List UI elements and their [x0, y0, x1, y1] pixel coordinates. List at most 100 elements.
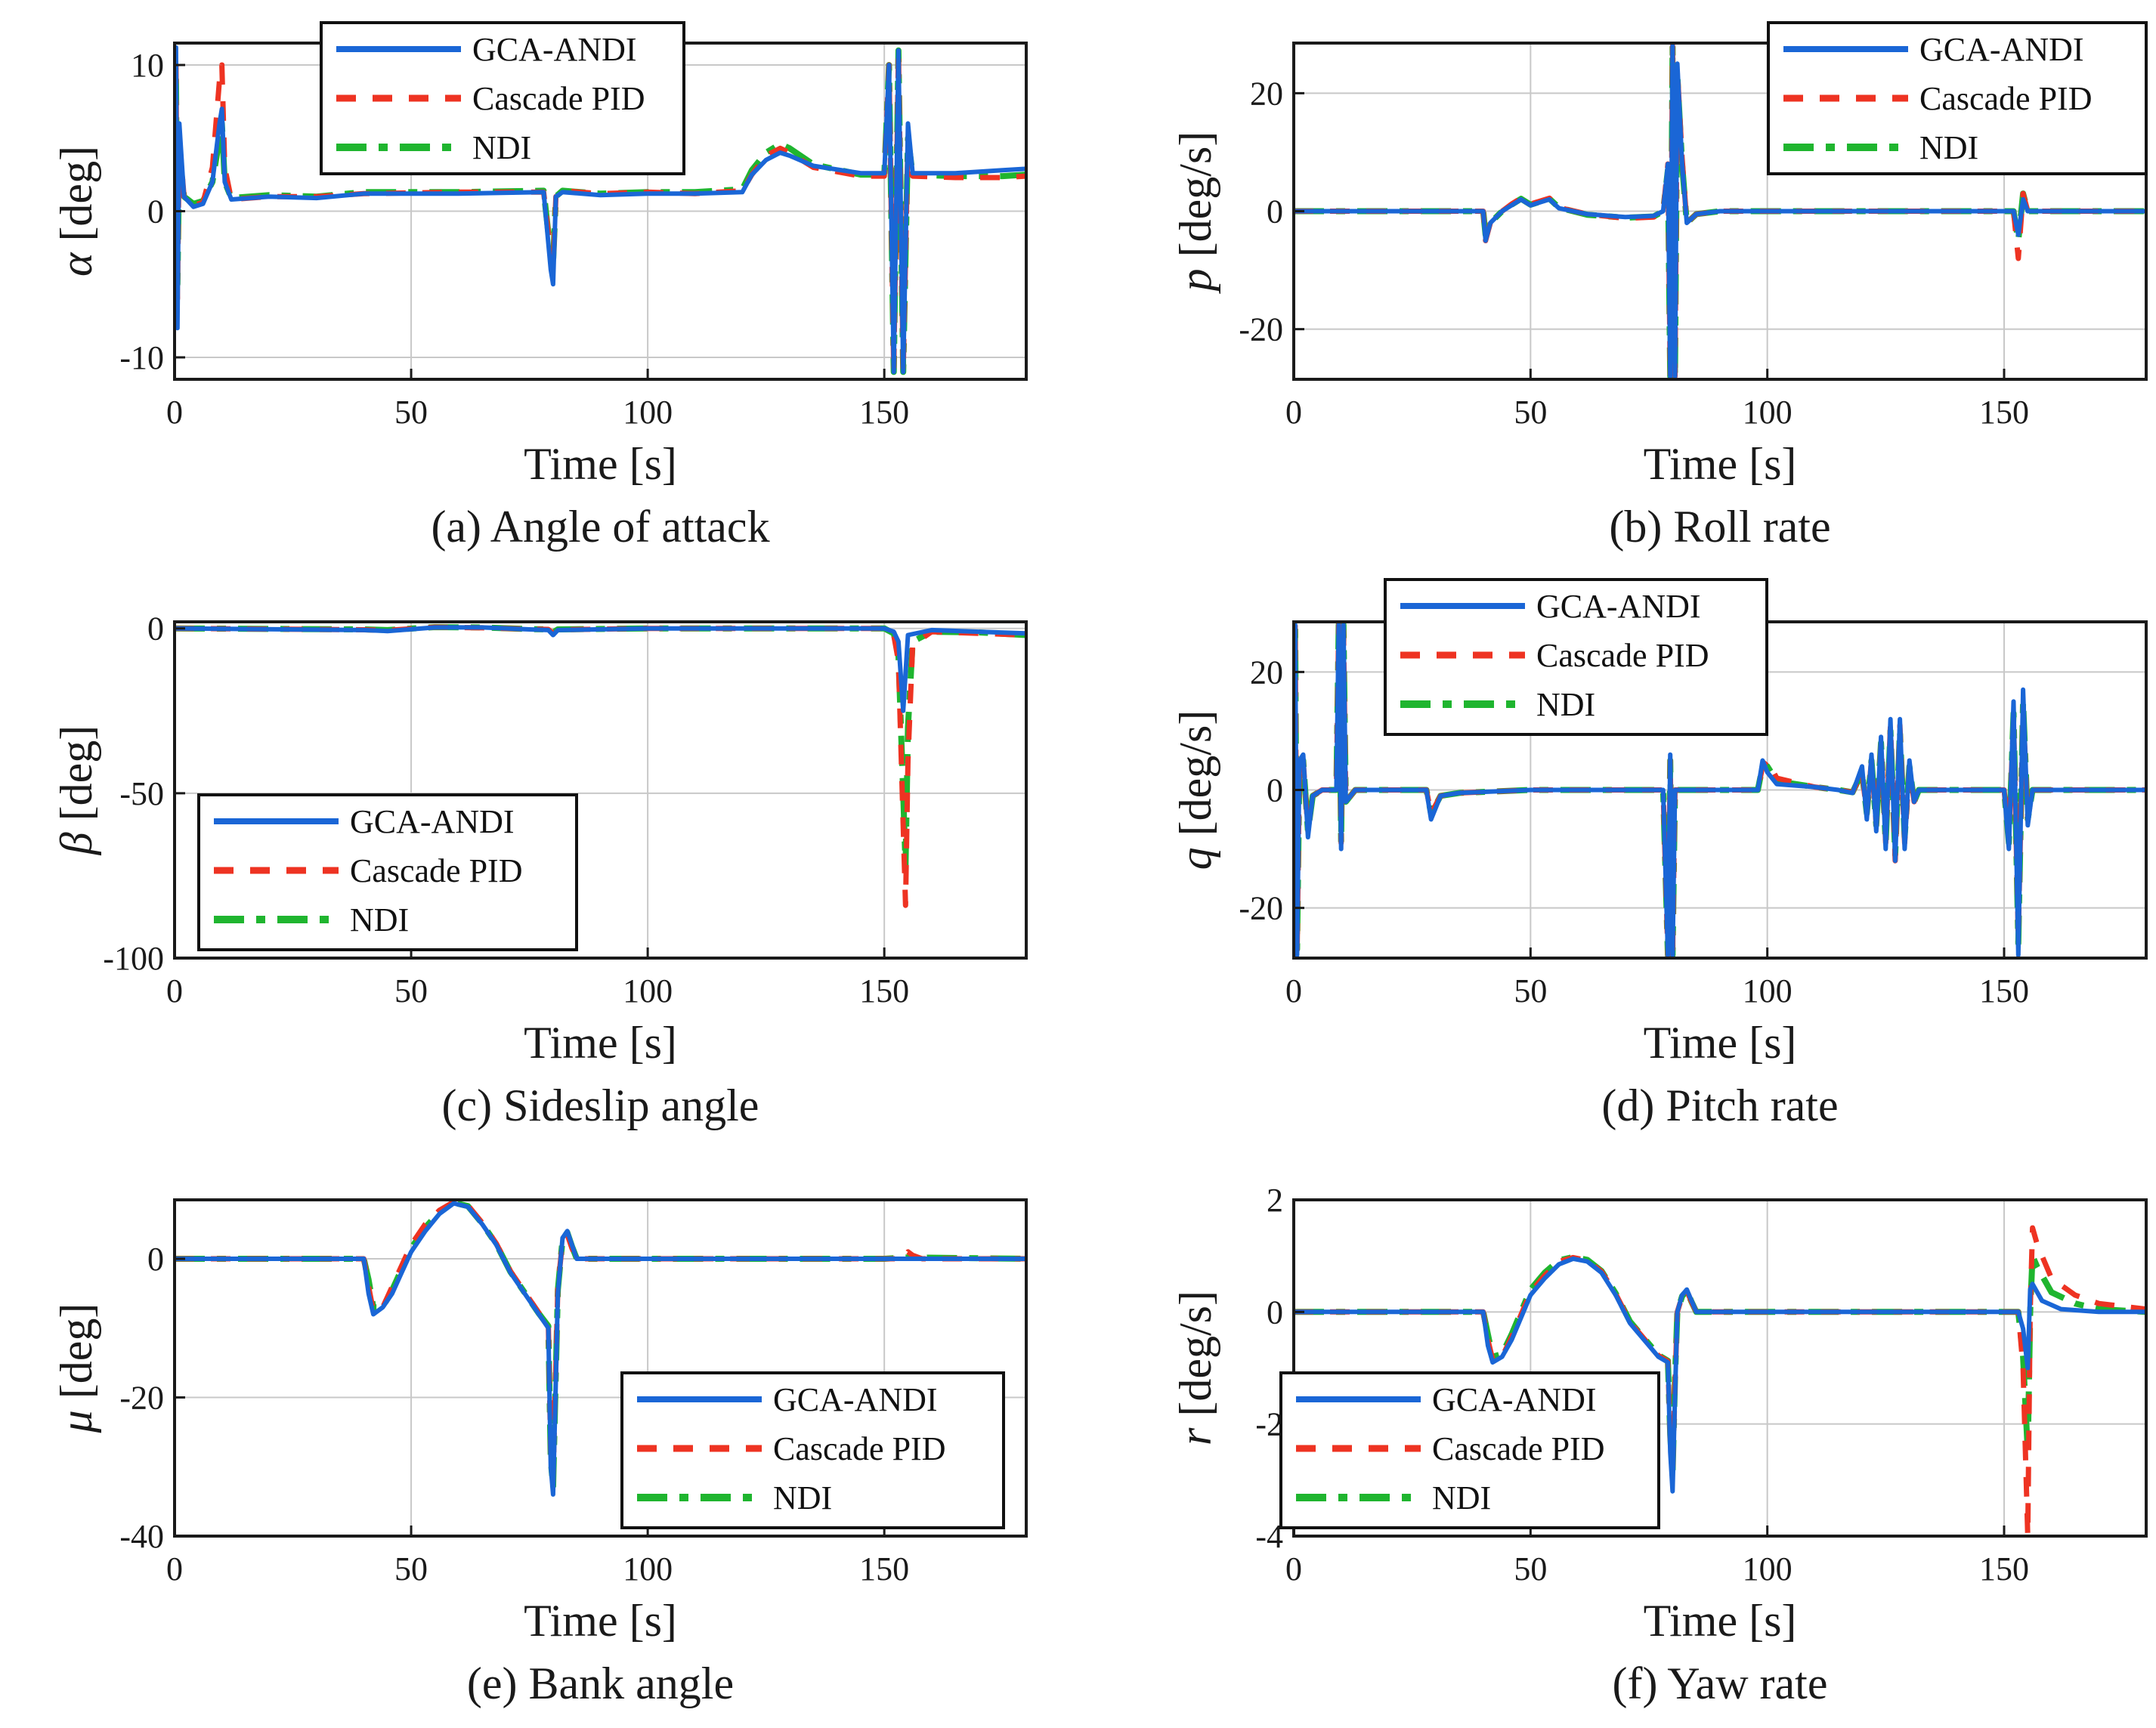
y-tick-label: -10	[119, 339, 164, 376]
legend-label-ndi: NDI	[773, 1479, 832, 1516]
y-tick-label: 2	[1267, 1182, 1283, 1219]
series-line-gca-andi	[1294, 43, 2146, 379]
x-tick-label: 0	[166, 972, 183, 1009]
legend-label-gca-andi: GCA-ANDI	[350, 803, 515, 840]
y-axis-unit: [deg]	[51, 146, 101, 253]
legend-label-cascade-pid: Cascade PID	[773, 1430, 946, 1467]
y-axis-symbol: p	[1171, 268, 1220, 294]
panel-caption: (a) Angle of attack	[431, 502, 769, 552]
y-axis-label: r [deg/s]	[1171, 1291, 1220, 1445]
y-tick-label: 0	[147, 1241, 164, 1278]
y-axis-label: μ [deg]	[51, 1303, 101, 1434]
x-tick-label: 100	[623, 972, 673, 1009]
axes-box	[173, 1198, 1028, 1538]
panel-caption: (b) Roll rate	[1609, 502, 1830, 552]
y-axis-label: β [deg]	[51, 725, 101, 855]
legend-label-cascade-pid: Cascade PID	[350, 852, 523, 889]
x-axis-label: Time [s]	[524, 439, 677, 489]
panel-caption: (c) Sideslip angle	[442, 1080, 759, 1130]
y-tick-label: 0	[1267, 1294, 1283, 1331]
x-tick-label: 0	[166, 394, 183, 431]
x-tick-label: 50	[394, 394, 428, 431]
x-axis-label: Time [s]	[1644, 1596, 1797, 1646]
series-line-gca-andi	[175, 1201, 1026, 1497]
legend-label-ndi: NDI	[350, 901, 409, 938]
y-axis-symbol: r	[1171, 1427, 1220, 1445]
x-tick-label: 0	[1285, 394, 1302, 431]
series-line-gca-andi	[1294, 1256, 2146, 1494]
x-tick-label: 50	[1514, 972, 1547, 1009]
y-axis-unit: [deg/s]	[1171, 710, 1220, 848]
x-tick-label: 150	[1979, 1550, 2029, 1587]
x-axis-label: Time [s]	[524, 1018, 677, 1068]
y-tick-label: -20	[1239, 311, 1283, 348]
x-tick-label: 50	[394, 972, 428, 1009]
y-tick-label: -40	[119, 1518, 164, 1555]
panel-caption: (e) Bank angle	[467, 1658, 734, 1708]
y-tick-label: -20	[1239, 890, 1283, 927]
legend-label-gca-andi: GCA-ANDI	[472, 31, 637, 68]
axes-box	[1292, 1198, 2148, 1538]
y-axis-unit: [deg]	[51, 725, 101, 833]
series-line-gca-andi	[175, 45, 1026, 375]
y-tick-label: 10	[131, 47, 164, 84]
series-group	[1294, 622, 2146, 958]
panel-caption: (f) Yaw rate	[1613, 1658, 1828, 1708]
legend-label-gca-andi: GCA-ANDI	[773, 1381, 938, 1418]
axes-box	[173, 620, 1028, 960]
series-group	[175, 624, 1026, 908]
series-line-gca-andi	[1294, 622, 2146, 958]
series-group	[175, 1200, 1026, 1497]
x-axis-label: Time [s]	[1644, 439, 1797, 489]
x-axis-label: Time [s]	[1644, 1018, 1797, 1068]
panel-b: 0 50 100 150 -20 0 20 Time [s] p [deg/s] (b) Roll…	[1171, 21, 2148, 552]
panel-d: 0 50 100 150 -20 0 20 Time [s] q [deg/s] (d) Pitc…	[1171, 578, 2148, 1130]
x-tick-label: 50	[1514, 394, 1547, 431]
y-tick-label: -20	[119, 1379, 164, 1416]
y-axis-label: α [deg]	[51, 146, 101, 277]
x-tick-label: 150	[1979, 972, 2029, 1009]
legend-label-cascade-pid: Cascade PID	[1432, 1430, 1605, 1467]
y-tick-label: 20	[1250, 75, 1283, 112]
y-tick-label: 20	[1250, 654, 1283, 691]
legend-label-cascade-pid: Cascade PID	[472, 80, 645, 117]
legend-label-gca-andi: GCA-ANDI	[1432, 1381, 1597, 1418]
y-tick-label: 0	[1267, 772, 1283, 809]
legend-label-gca-andi: GCA-ANDI	[1536, 588, 1701, 625]
legend: GCA-ANDI Cascade PID NDI	[620, 1371, 1005, 1529]
y-tick-label: 0	[147, 611, 164, 648]
y-axis-symbol: μ	[51, 1410, 101, 1433]
x-tick-label: 0	[1285, 1550, 1302, 1587]
panel-caption: (d) Pitch rate	[1601, 1080, 1838, 1130]
y-axis-symbol: α	[51, 252, 101, 277]
x-tick-label: 150	[859, 1550, 909, 1587]
y-axis-unit: [deg]	[51, 1303, 101, 1411]
legend-label-cascade-pid: Cascade PID	[1536, 637, 1709, 674]
y-axis-label: p [deg/s]	[1171, 131, 1220, 295]
series-group	[1294, 43, 2146, 379]
x-tick-label: 150	[859, 394, 909, 431]
x-tick-label: 0	[166, 1550, 183, 1587]
series-group	[1294, 1225, 2146, 1536]
series-line-gca-andi	[175, 625, 1026, 713]
x-axis-label: Time [s]	[524, 1596, 677, 1646]
x-tick-label: 100	[623, 394, 673, 431]
legend: GCA-ANDI Cascade PID NDI	[1279, 1371, 1660, 1529]
y-axis-symbol: β	[51, 832, 101, 855]
x-tick-label: 100	[1743, 394, 1793, 431]
legend-label-ndi: NDI	[472, 129, 531, 166]
x-tick-label: 100	[1743, 1550, 1793, 1587]
legend-label-cascade-pid: Cascade PID	[1919, 80, 2093, 117]
legend: GCA-ANDI Cascade PID NDI	[1767, 21, 2148, 175]
panel-e: 0 50 100 150 -40 -20 0 Time [s] μ [deg] (e) Bank …	[51, 1198, 1028, 1708]
series-group	[175, 45, 1026, 376]
y-axis-unit: [deg/s]	[1171, 1291, 1220, 1428]
legend: GCA-ANDI Cascade PID NDI	[320, 21, 685, 175]
legend-label-ndi: NDI	[1536, 686, 1595, 723]
legend-label-ndi: NDI	[1432, 1479, 1491, 1516]
legend: GCA-ANDI Cascade PID NDI	[197, 793, 578, 951]
y-tick-label: -4	[1255, 1518, 1283, 1555]
x-tick-label: 150	[1979, 394, 2029, 431]
